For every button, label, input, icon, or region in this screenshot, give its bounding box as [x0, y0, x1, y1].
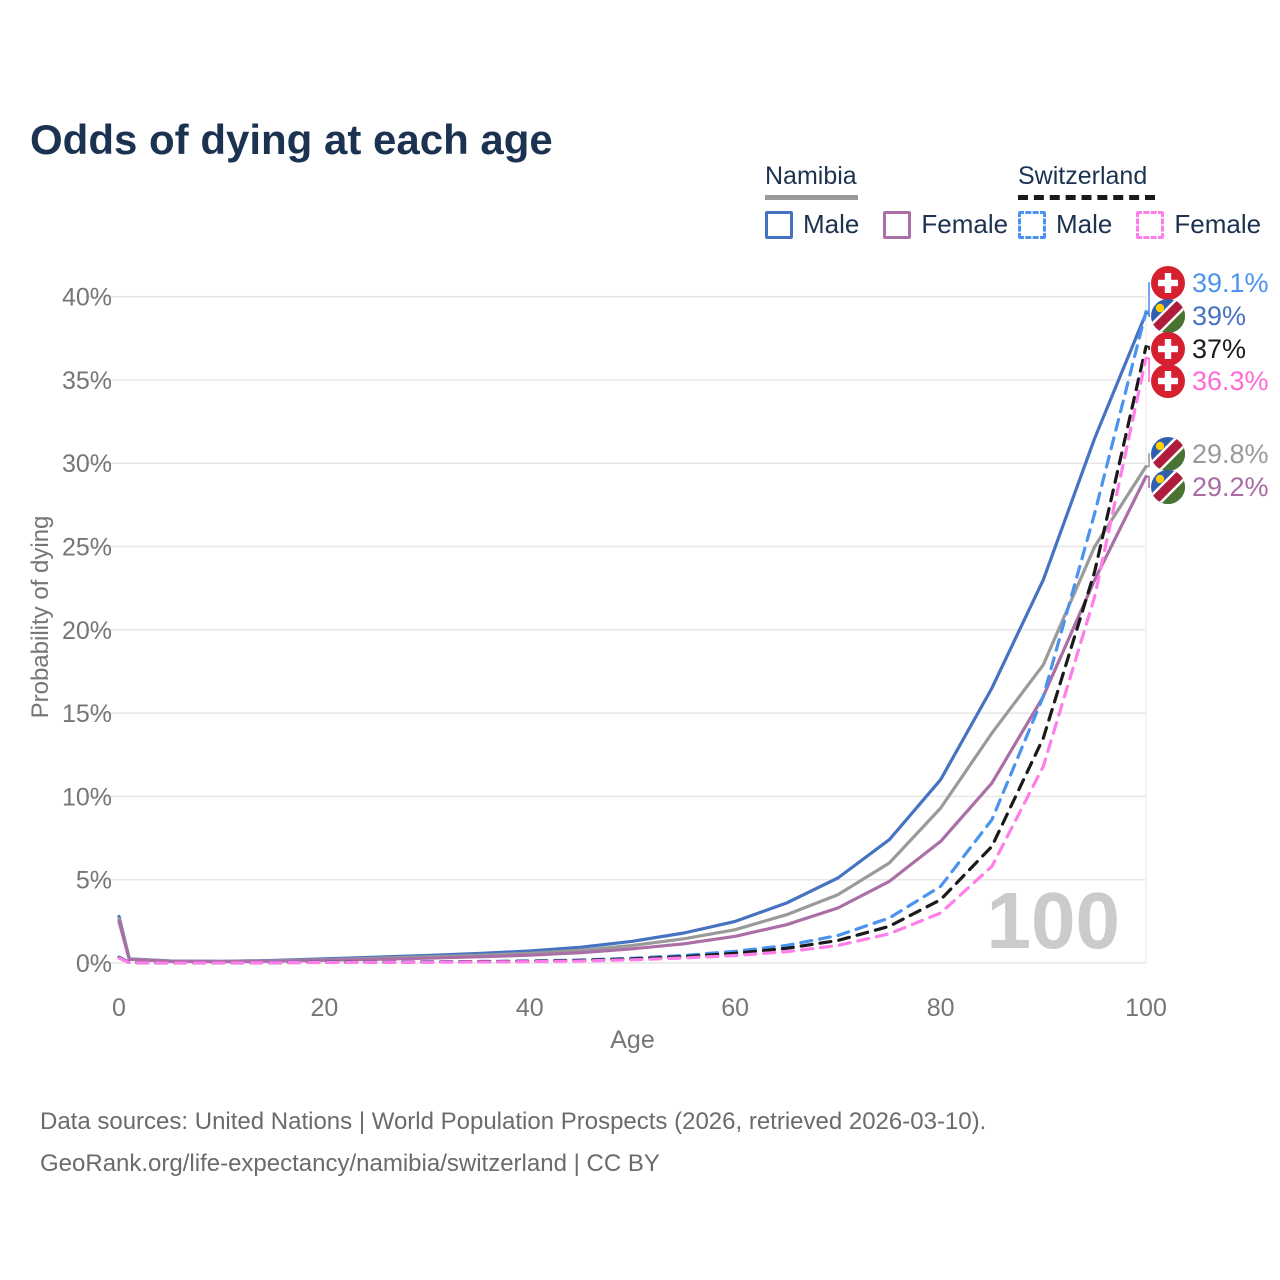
namibia-flag-icon [1151, 470, 1185, 504]
attribution-link[interactable]: GeoRank.org/life-expectancy/namibia/swit… [40, 1150, 660, 1177]
x-tick-label: 60 [721, 994, 749, 1022]
namibia-male-swatch[interactable] [765, 210, 793, 239]
series-line-switzerland-male[interactable] [117, 310, 1148, 965]
series-line-switzerland-female[interactable] [117, 356, 1148, 965]
y-tick-label: 0% [76, 950, 112, 978]
legend-group-namibia: Namibia Male Female [765, 162, 1022, 240]
legend-label-namibia-male[interactable]: Male [803, 209, 860, 239]
end-label-switzerland-all: 37% [1150, 331, 1246, 367]
switzerland-flag-icon [1151, 332, 1185, 366]
series-line-switzerland-all[interactable] [117, 345, 1148, 965]
leader-line [1146, 357, 1150, 382]
x-axis-title: Age [610, 1026, 654, 1054]
leader-line [1146, 312, 1150, 317]
end-label-namibia-female: 29.2% [1150, 469, 1269, 505]
series-line-namibia-female[interactable] [117, 474, 1148, 964]
end-label-namibia-all: 29.8% [1150, 436, 1269, 472]
leader-line [1146, 453, 1150, 468]
y-axis-title: Probability of dying [27, 516, 54, 719]
end-value: 39.1% [1192, 267, 1269, 298]
y-tick-label: 20% [62, 617, 112, 645]
legend-label-namibia-female[interactable]: Female [921, 209, 1009, 239]
y-tick-label: 25% [62, 534, 112, 562]
page-title: Odds of dying at each age [30, 116, 553, 164]
namibia-flag-icon [1151, 299, 1185, 333]
switzerland-flag-icon [1151, 266, 1185, 300]
data-sources-note: Data sources: United Nations | World Pop… [40, 1108, 987, 1135]
legend-label-switzerland-female[interactable]: Female [1174, 209, 1262, 239]
leader-line [1146, 475, 1150, 488]
x-tick-label: 100 [1125, 994, 1167, 1022]
switzerland-male-swatch[interactable] [1018, 210, 1046, 239]
switzerland-flag-icon [1151, 364, 1185, 398]
end-value: 29.2% [1192, 471, 1269, 502]
namibia-solid-line-key [765, 195, 858, 200]
y-tick-label: 40% [62, 284, 112, 312]
hover-age-watermark: 100 [987, 876, 1120, 965]
legend-country-switzerland[interactable]: Switzerland [1018, 162, 1148, 190]
y-tick-label: 10% [62, 783, 112, 811]
y-tick-label: 15% [62, 700, 112, 728]
end-label-namibia-male: 39% [1150, 298, 1246, 334]
y-tick-label: 30% [62, 450, 112, 478]
end-value: 39% [1192, 300, 1247, 331]
leader-line [1146, 345, 1150, 350]
x-tick-label: 80 [927, 994, 955, 1022]
x-tick-label: 0 [112, 994, 126, 1022]
end-value: 37% [1192, 333, 1247, 364]
legend-label-switzerland-male[interactable]: Male [1056, 209, 1113, 239]
namibia-female-swatch[interactable] [883, 210, 912, 239]
namibia-flag-icon [1151, 437, 1185, 471]
leader-line [1146, 282, 1150, 313]
switzerland-dashed-line-key [1018, 195, 1155, 200]
switzerland-female-swatch[interactable] [1136, 210, 1165, 239]
x-tick-label: 40 [516, 994, 544, 1022]
end-value: 29.8% [1192, 438, 1269, 469]
x-tick-label: 20 [310, 994, 338, 1022]
legend-country-namibia[interactable]: Namibia [765, 162, 857, 190]
end-label-switzerland-female: 36.3% [1150, 363, 1269, 399]
legend-group-switzerland: Switzerland Male Female [1018, 162, 1275, 240]
y-tick-label: 5% [76, 867, 112, 895]
end-value: 36.3% [1192, 365, 1269, 396]
end-label-switzerland-male: 39.1% [1150, 265, 1269, 301]
y-tick-label: 35% [62, 367, 112, 395]
